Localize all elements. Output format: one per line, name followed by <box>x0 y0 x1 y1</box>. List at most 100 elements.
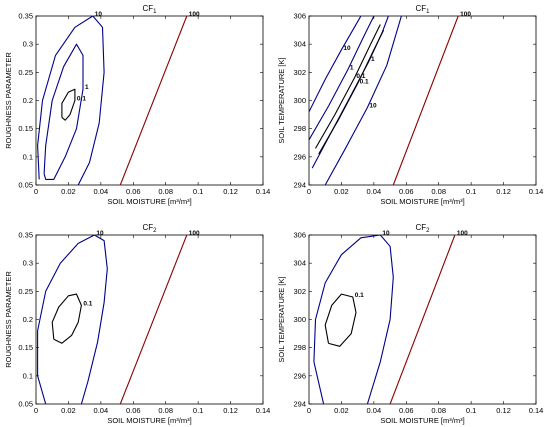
y-tick-label: 300 <box>293 96 306 105</box>
y-tick-label: 0.2 <box>23 315 33 324</box>
y-tick-label: 298 <box>293 124 306 133</box>
chart-title: CF1 <box>142 4 157 15</box>
contour-line-10 <box>309 16 362 113</box>
x-tick-label: 0.08 <box>158 187 173 196</box>
contour-label: 100 <box>189 11 200 18</box>
x-tick-label: 0.1 <box>466 406 476 415</box>
x-axis-label: SOIL MOISTURE [m³/m³] <box>107 416 191 425</box>
plot-area <box>35 234 264 405</box>
x-tick-label: 0.04 <box>94 406 109 415</box>
contour-line-100 <box>119 235 188 404</box>
y-tick-label: 0.15 <box>18 343 33 352</box>
chart-panel-1: 0 0.02 0.04 0.06 0.08 0.1 0.12 0.14 0.05 0.1 0.15 0… <box>4 4 270 206</box>
y-axis-label: SOIL TEMPERATURE [K] <box>277 276 286 362</box>
x-tick-label: 0.02 <box>61 406 76 415</box>
x-tick-label: 0 <box>307 406 311 415</box>
contour-label: 0.1 <box>355 292 364 299</box>
x-tick-label: 0.04 <box>367 187 382 196</box>
contour-line-10 <box>313 235 394 404</box>
x-tick-label: 0.1 <box>193 187 203 196</box>
y-tick-label: 0.05 <box>18 400 33 409</box>
x-tick-label: 0.02 <box>334 187 349 196</box>
contour-label: 1 <box>85 84 89 91</box>
y-tick-label: 306 <box>293 231 306 240</box>
contour-label: 10 <box>96 230 104 237</box>
y-tick-label: 0.15 <box>18 124 33 133</box>
x-tick-label: 0.06 <box>126 406 141 415</box>
x-tick-label: 0.14 <box>529 406 544 415</box>
x-axis-label: SOIL MOISTURE [m³/m³] <box>380 416 464 425</box>
contour-label: 10 <box>343 45 351 52</box>
contour-line-0-1 <box>324 293 357 347</box>
chart-title-main: CF <box>142 4 153 13</box>
chart-title-subscript: 2 <box>153 228 157 234</box>
contour-label: 1 <box>371 56 375 63</box>
plot-area <box>308 15 537 186</box>
x-tick-label: 0.08 <box>431 187 446 196</box>
x-tick-label: 0.14 <box>256 406 271 415</box>
contour-label: 100 <box>189 230 200 237</box>
y-tick-label: 302 <box>293 287 306 296</box>
y-axis-label: ROUGHNESS PARAMETER <box>4 271 13 368</box>
y-axis-label: SOIL TEMPERATURE [K] <box>277 57 286 143</box>
contour-line-0-1 <box>61 88 76 121</box>
chart-panel-3: 0 0.02 0.04 0.06 0.08 0.1 0.12 0.14 0.05 0.1 0.15 0… <box>4 223 270 425</box>
contour-label: 0.1 <box>77 96 86 103</box>
y-tick-label: 298 <box>293 343 306 352</box>
x-axis-label: SOIL MOISTURE [m³/m³] <box>380 197 464 206</box>
chart-title: CF2 <box>142 223 157 234</box>
y-tick-label: 0.1 <box>23 371 33 380</box>
x-tick-label: 0.02 <box>61 187 76 196</box>
contour-line-1 <box>309 16 375 141</box>
y-tick-label: 0.35 <box>18 231 33 240</box>
x-tick-label: 0.06 <box>399 187 414 196</box>
y-tick-label: 300 <box>293 315 306 324</box>
contour-line-10 <box>37 16 105 185</box>
x-tick-label: 0.14 <box>256 187 271 196</box>
x-tick-label: 0 <box>34 187 38 196</box>
contour-line-100 <box>119 16 188 185</box>
contour-label: 10 <box>95 11 103 18</box>
chart-title-subscript: 1 <box>426 9 430 15</box>
x-tick-label: 0.08 <box>431 406 446 415</box>
x-tick-label: 0.12 <box>223 187 238 196</box>
contour-line-0-1 <box>318 29 385 155</box>
contour-label: 100 <box>457 230 468 237</box>
x-tick-label: 0.08 <box>158 406 173 415</box>
x-tick-label: 0.04 <box>367 406 382 415</box>
y-tick-label: 0.05 <box>18 181 33 190</box>
x-tick-label: 0.06 <box>126 187 141 196</box>
contour-label: 10 <box>382 230 390 237</box>
chart-title: CF2 <box>415 223 430 234</box>
contour-label: 0.1 <box>83 300 92 307</box>
x-tick-label: 0 <box>34 406 38 415</box>
x-tick-label: 0 <box>307 187 311 196</box>
y-tick-label: 0.35 <box>18 12 33 21</box>
plot-area <box>35 15 264 186</box>
x-tick-label: 0.12 <box>223 406 238 415</box>
y-tick-label: 0.2 <box>23 96 33 105</box>
y-tick-label: 296 <box>293 152 306 161</box>
contour-line-10 <box>324 16 402 185</box>
y-axis-label: ROUGHNESS PARAMETER <box>4 52 13 149</box>
y-tick-label: 0.1 <box>23 152 33 161</box>
chart-title: CF1 <box>415 4 430 15</box>
contour-line-10 <box>37 235 108 404</box>
contour-line-100 <box>389 235 456 404</box>
chart-title-main: CF <box>415 4 426 13</box>
chart-panel-2: 0 0.02 0.04 0.06 0.08 0.1 0.12 0.14 294 296 298 300… <box>277 4 543 206</box>
y-tick-label: 0.3 <box>23 40 33 49</box>
x-tick-label: 0.02 <box>334 406 349 415</box>
y-tick-label: 0.25 <box>18 287 33 296</box>
contour-label: 0.1 <box>360 79 369 86</box>
contour-line-0-1 <box>51 293 82 344</box>
x-tick-label: 0.12 <box>496 406 511 415</box>
y-tick-label: 296 <box>293 371 306 380</box>
y-tick-label: 304 <box>293 259 306 268</box>
x-tick-label: 0.14 <box>529 187 544 196</box>
y-tick-label: 294 <box>293 400 306 409</box>
chart-title-main: CF <box>415 223 426 232</box>
chart-title-subscript: 1 <box>153 9 157 15</box>
chart-panel-4: 0 0.02 0.04 0.06 0.08 0.1 0.12 0.14294296298300… <box>277 223 543 425</box>
